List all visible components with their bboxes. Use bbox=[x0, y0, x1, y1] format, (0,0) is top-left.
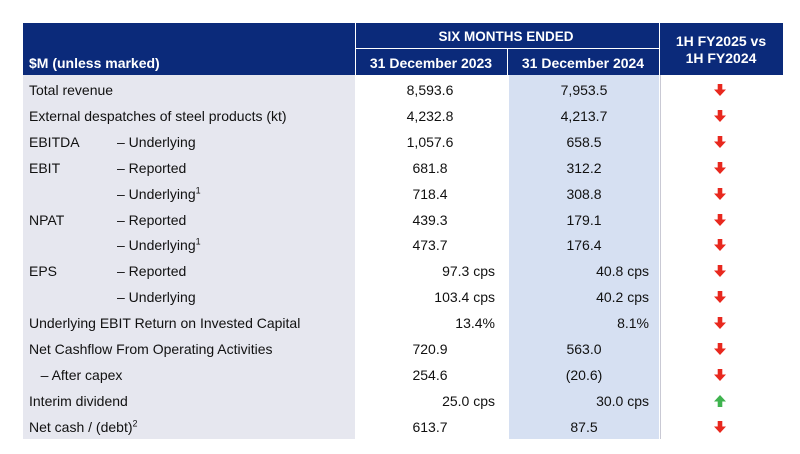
row-sublabel: – Reported bbox=[117, 263, 186, 279]
footnote-marker: 2 bbox=[132, 418, 138, 429]
footnote-marker: 1 bbox=[195, 236, 201, 247]
arrow-down-icon bbox=[714, 291, 726, 304]
arrow-down-icon bbox=[714, 161, 726, 174]
value-2023: 8,593.6 bbox=[406, 82, 454, 98]
row-label: Total revenue bbox=[29, 82, 114, 98]
value-2024: 87.5 bbox=[570, 418, 598, 435]
table-row: EBITDA – Underlying 1,057.6 658.5 bbox=[23, 129, 783, 155]
arrow-down-icon bbox=[714, 317, 726, 330]
value-2023: 439.3 bbox=[412, 211, 448, 228]
row-label: Net Cashflow From Operating Activities bbox=[29, 341, 273, 357]
value-2023: 103.4 cps bbox=[434, 289, 495, 306]
row-sublabel: – Underlying1 bbox=[117, 184, 201, 202]
arrow-down-icon bbox=[714, 84, 726, 96]
value-2023: 4,232.8 bbox=[406, 107, 454, 124]
value-2024: 308.8 bbox=[566, 185, 602, 202]
arrow-down-icon bbox=[714, 343, 726, 355]
value-2023: 254.6 bbox=[412, 366, 448, 383]
row-sublabel-text: – Reported bbox=[117, 159, 187, 176]
table-row: NPAT – Reported 439.3 179.1 bbox=[23, 207, 783, 233]
column-heading-2024: 31 December 2024 bbox=[521, 55, 645, 71]
row-sublabel: – Reported bbox=[117, 212, 186, 228]
row-sublabel-text: – Reported bbox=[117, 263, 187, 280]
header-divider bbox=[659, 23, 660, 75]
value-2023: 97.3 cps bbox=[442, 263, 495, 280]
row-sublabel: – Reported bbox=[117, 160, 186, 176]
value-2024: 8.1% bbox=[617, 315, 649, 332]
value-2024: 4,213.7 bbox=[560, 107, 608, 124]
header-divider bbox=[355, 48, 659, 49]
arrow-down-icon bbox=[714, 135, 726, 148]
row-sublabel: – Underlying bbox=[117, 134, 196, 150]
table-row: EPS – Reported 97.3 cps 40.8 cps bbox=[23, 258, 783, 284]
row-label: EPS bbox=[29, 263, 58, 280]
highlight-column-background bbox=[509, 75, 659, 439]
table-row: Total revenue 8,593.6 7,953.5 bbox=[23, 77, 783, 103]
row-label: Interim dividend bbox=[29, 392, 128, 409]
table-header: SIX MONTHS ENDED $M (unless marked) 31 D… bbox=[23, 23, 783, 75]
row-label: External despatches of steel products (k… bbox=[29, 107, 287, 124]
comparison-divider bbox=[660, 75, 661, 439]
value-2023: 473.7 bbox=[412, 237, 448, 254]
header-divider bbox=[355, 23, 356, 75]
row-sublabel-text: – Underlying bbox=[117, 237, 196, 254]
table-row: – Underlying1 473.7 176.4 bbox=[23, 232, 783, 258]
value-2023: 718.4 bbox=[412, 185, 448, 202]
value-2023: 720.9 bbox=[412, 341, 448, 357]
value-2024: 563.0 bbox=[566, 341, 602, 357]
value-2023: 25.0 cps bbox=[442, 392, 495, 409]
table-row: – After capex 254.6 (20.6) bbox=[23, 362, 783, 388]
header-divider bbox=[507, 49, 508, 75]
footnote-marker: 1 bbox=[195, 184, 201, 195]
value-2023: 13.4% bbox=[455, 315, 495, 332]
arrow-down-icon bbox=[714, 109, 726, 122]
arrow-down-icon bbox=[714, 213, 726, 226]
arrow-down-icon bbox=[714, 420, 726, 433]
value-2024: 40.2 cps bbox=[596, 289, 649, 306]
row-sublabel-text: – Reported bbox=[117, 211, 187, 228]
period-heading: SIX MONTHS ENDED bbox=[438, 29, 574, 44]
value-2024: 658.5 bbox=[566, 133, 602, 150]
row-sublabel: – Underlying1 bbox=[117, 237, 201, 253]
row-label-heading: $M (unless marked) bbox=[29, 55, 160, 71]
row-sublabel-text: – Underlying bbox=[117, 185, 196, 202]
value-2023: 1,057.6 bbox=[406, 133, 454, 150]
table-row: Underlying EBIT Return on Invested Capit… bbox=[23, 310, 783, 336]
row-sublabel: – Underlying bbox=[117, 289, 196, 305]
row-label: EBIT bbox=[29, 159, 61, 176]
row-label: Net cash / (debt)2 bbox=[29, 418, 138, 435]
row-label: – After capex bbox=[29, 366, 123, 383]
value-2024: 312.2 bbox=[566, 159, 602, 176]
value-2024: 30.0 cps bbox=[596, 392, 649, 409]
value-2024: 176.4 bbox=[566, 237, 602, 254]
label-column-background bbox=[23, 75, 355, 439]
row-label: EBITDA bbox=[29, 133, 80, 150]
arrow-down-icon bbox=[714, 368, 726, 381]
table-row: – Underlying1 718.4 308.8 bbox=[23, 181, 783, 207]
table-row: EBIT – Reported 681.8 312.2 bbox=[23, 155, 783, 181]
row-sublabel-text: – Underlying bbox=[117, 133, 196, 150]
comparison-heading-line2: 1H FY2024 bbox=[685, 50, 757, 66]
arrow-down-icon bbox=[714, 239, 726, 252]
value-2024: 179.1 bbox=[566, 211, 602, 228]
column-heading-2023: 31 December 2023 bbox=[369, 55, 493, 71]
arrow-down-icon bbox=[714, 265, 726, 278]
value-2024: 7,953.5 bbox=[560, 82, 608, 98]
table-row: Interim dividend 25.0 cps 30.0 cps bbox=[23, 388, 783, 414]
row-label: Underlying EBIT Return on Invested Capit… bbox=[29, 315, 301, 332]
value-2024: 40.8 cps bbox=[596, 263, 649, 280]
table-row: Net Cashflow From Operating Activities 72… bbox=[23, 336, 783, 362]
comparison-heading: 1H FY2025 vs 1H FY2024 bbox=[663, 33, 779, 67]
table-row: – Underlying 103.4 cps 40.2 cps bbox=[23, 284, 783, 310]
arrow-up-icon bbox=[714, 394, 726, 407]
arrow-down-icon bbox=[714, 187, 726, 200]
table-row: External despatches of steel products (k… bbox=[23, 103, 783, 129]
value-2023: 681.8 bbox=[412, 159, 448, 176]
value-2024: (20.6) bbox=[565, 366, 603, 383]
row-label: NPAT bbox=[29, 211, 65, 228]
value-2023: 613.7 bbox=[412, 418, 448, 435]
row-sublabel-text: – Underlying bbox=[117, 289, 196, 306]
table-row: Net cash / (debt)2 613.7 87.5 bbox=[23, 414, 783, 440]
comparison-heading-line1: 1H FY2025 vs bbox=[675, 33, 767, 49]
